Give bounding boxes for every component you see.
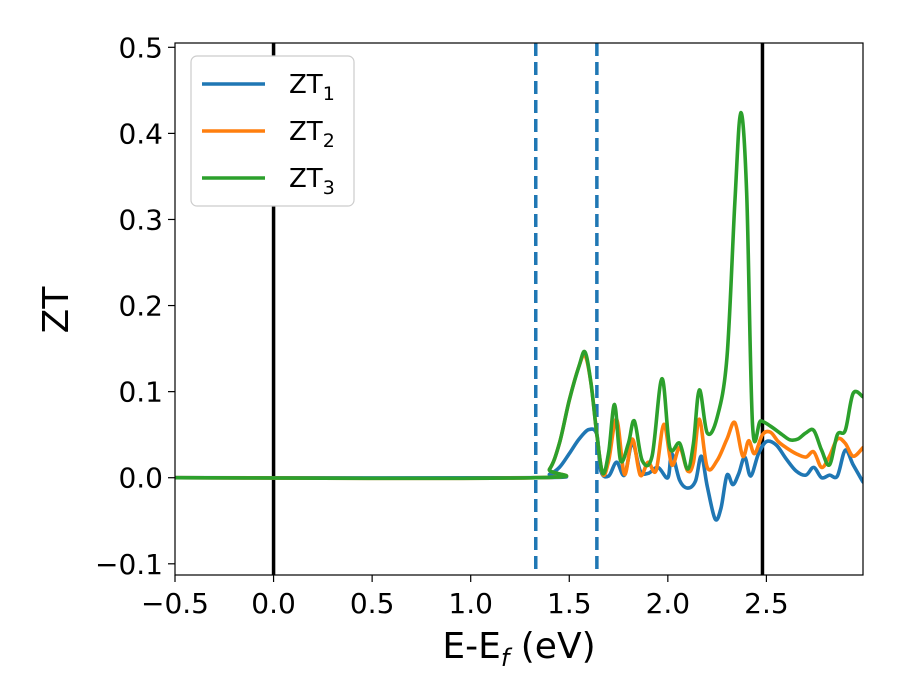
x-tick-label: 1.0: [448, 587, 493, 620]
x-axis-ticks: −0.5 0.0 0.5 1.0 1.5 2.0 2.5: [141, 575, 789, 620]
x-tick-label: 2.5: [744, 587, 789, 620]
plot-frame: [174, 42, 864, 576]
y-tick-label: 0.5: [118, 31, 163, 64]
series-lines: [175, 110, 863, 522]
y-axis-ticks: −0.1 0.0 0.1 0.2 0.3 0.4 0.5: [95, 31, 175, 581]
x-tick-label: 1.5: [547, 587, 592, 620]
legend-label-zt1: ZT1: [289, 70, 335, 105]
legend-box: [190, 55, 355, 207]
y-tick-label: 0.3: [118, 203, 163, 236]
legend-label-zt3: ZT3: [289, 164, 335, 199]
series-line-zt2: [175, 353, 863, 481]
series-line-zt1: [175, 427, 863, 522]
plot-area: [174, 42, 864, 576]
y-tick-label: 0.1: [118, 376, 163, 409]
x-axis-title: E-Ef (eV): [442, 626, 595, 672]
y-tick-label: 0.2: [118, 290, 163, 323]
legend-label-zt2: ZT2: [289, 117, 335, 152]
y-axis-title: ZT: [36, 286, 77, 334]
x-tick-label: 0.5: [350, 587, 395, 620]
series-line-zt3: [175, 110, 863, 481]
reference-lines: [271, 43, 765, 575]
y-tick-label: 0.0: [118, 462, 163, 495]
y-tick-label: 0.4: [118, 117, 163, 150]
x-tick-label: −0.5: [141, 587, 209, 620]
y-tick-label: −0.1: [95, 548, 163, 581]
x-tick-label: 0.0: [251, 587, 296, 620]
x-tick-label: 2.0: [646, 587, 691, 620]
legend: ZT1 ZT2 ZT3: [190, 55, 355, 207]
